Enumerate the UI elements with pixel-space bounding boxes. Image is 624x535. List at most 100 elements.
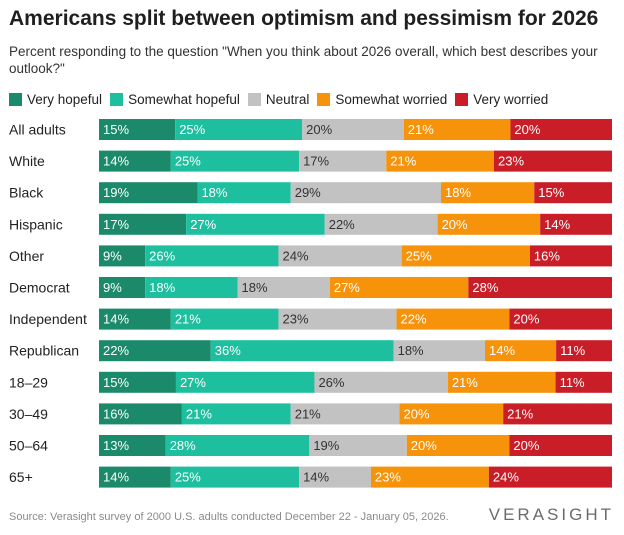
legend-label: Neutral xyxy=(265,91,310,107)
bar-segment xyxy=(447,371,556,393)
bar-segment xyxy=(403,119,511,140)
data-label: 18% xyxy=(398,343,424,358)
category-label: 50–64 xyxy=(9,438,48,454)
source-note: Source: Verasight survey of 2000 U.S. ad… xyxy=(9,511,449,523)
bar-segment xyxy=(329,277,469,298)
bar-segment xyxy=(509,435,612,456)
data-label: 16% xyxy=(103,406,129,421)
bar-segment xyxy=(503,403,612,425)
brand-logo: VERASIGHT xyxy=(488,505,614,524)
data-label: 17% xyxy=(103,217,129,232)
legend-swatch xyxy=(455,92,469,106)
data-label: 21% xyxy=(408,122,434,137)
data-label: 25% xyxy=(175,154,201,169)
bar-segment xyxy=(509,308,612,330)
bar-segment xyxy=(99,466,171,488)
bar-segment xyxy=(488,466,612,488)
bar-segment xyxy=(181,403,291,425)
bar-segment xyxy=(99,213,187,235)
data-label: 25% xyxy=(175,470,201,485)
data-label: 22% xyxy=(103,343,129,358)
bar-segment xyxy=(370,466,489,488)
data-label: 24% xyxy=(283,248,309,263)
category-label: 65+ xyxy=(9,469,33,485)
data-label: 25% xyxy=(406,248,432,263)
data-label: 14% xyxy=(303,470,329,485)
category-label: All adults xyxy=(9,122,66,138)
data-label: 20% xyxy=(411,438,437,453)
bar-segment xyxy=(299,150,387,172)
data-label: 21% xyxy=(186,406,212,421)
bar-segment xyxy=(99,403,182,425)
bar-segment xyxy=(145,245,279,267)
data-label: 20% xyxy=(514,122,540,137)
legend-swatch xyxy=(9,92,22,106)
bar-segment xyxy=(186,213,325,235)
legend-swatch xyxy=(317,92,331,106)
bar-segment xyxy=(99,119,176,140)
chart-title: Americans split between optimism and pes… xyxy=(9,7,599,30)
bar-segment xyxy=(406,435,510,456)
data-label: 15% xyxy=(103,122,129,137)
bar-segment xyxy=(170,466,300,488)
data-label: 27% xyxy=(334,280,360,295)
category-label: 18–29 xyxy=(9,374,48,390)
bar-segment xyxy=(494,150,612,172)
data-label: 18% xyxy=(445,185,471,200)
bar-segment xyxy=(314,371,448,393)
bar-segment xyxy=(396,308,510,330)
category-label: Black xyxy=(9,185,44,201)
bar-segment xyxy=(99,340,211,362)
legend-label: Somewhat hopeful xyxy=(128,91,240,107)
bar-segment xyxy=(309,435,407,456)
bar-segment xyxy=(302,119,404,140)
data-label: 11% xyxy=(560,375,585,390)
bar-segment xyxy=(555,371,612,393)
data-label: 14% xyxy=(103,470,129,485)
category-label: Republican xyxy=(9,343,79,359)
bar-segment xyxy=(99,371,176,393)
legend-item-very-hopeful: Very hopeful xyxy=(9,92,102,107)
data-label: 15% xyxy=(538,185,564,200)
bar-segment xyxy=(485,340,557,362)
bar-segment xyxy=(99,277,146,298)
bar-segment xyxy=(510,119,612,140)
bar-segment xyxy=(290,182,441,204)
bar-segment xyxy=(556,340,612,362)
bar-segment xyxy=(468,277,612,298)
data-label: 36% xyxy=(215,343,241,358)
data-label: 26% xyxy=(149,248,175,263)
legend-swatch xyxy=(110,92,124,106)
bar-segment xyxy=(393,340,486,362)
bar-segment xyxy=(237,277,330,298)
legend-label: Very hopeful xyxy=(27,91,103,107)
category-label: Democrat xyxy=(9,280,70,296)
data-label: 18% xyxy=(201,185,227,200)
data-label: 21% xyxy=(295,406,321,421)
data-label: 16% xyxy=(534,248,560,263)
bar-segment xyxy=(437,213,541,235)
bar-segment xyxy=(99,308,171,330)
bar-segment xyxy=(324,213,438,235)
data-label: 21% xyxy=(507,406,533,421)
data-label: 18% xyxy=(242,280,268,295)
bar-segment xyxy=(534,182,612,204)
legend-item-neutral: Neutral xyxy=(247,91,310,107)
bar-segment xyxy=(278,245,402,267)
data-label: 18% xyxy=(149,280,175,295)
data-label: 20% xyxy=(442,217,468,232)
data-label: 20% xyxy=(513,312,539,327)
data-label: 22% xyxy=(401,312,427,327)
data-label: 20% xyxy=(513,438,539,453)
bar-segment xyxy=(165,435,310,456)
bar-segment xyxy=(386,150,495,172)
bar-segment xyxy=(170,308,279,330)
bar-segment xyxy=(441,182,535,204)
bar-segment xyxy=(99,150,171,172)
data-label: 17% xyxy=(303,154,329,169)
bar-segment xyxy=(197,182,291,204)
data-label: 28% xyxy=(472,280,498,295)
bar-segment xyxy=(170,150,300,172)
data-label: 27% xyxy=(180,375,206,390)
bar-segment xyxy=(299,466,371,488)
